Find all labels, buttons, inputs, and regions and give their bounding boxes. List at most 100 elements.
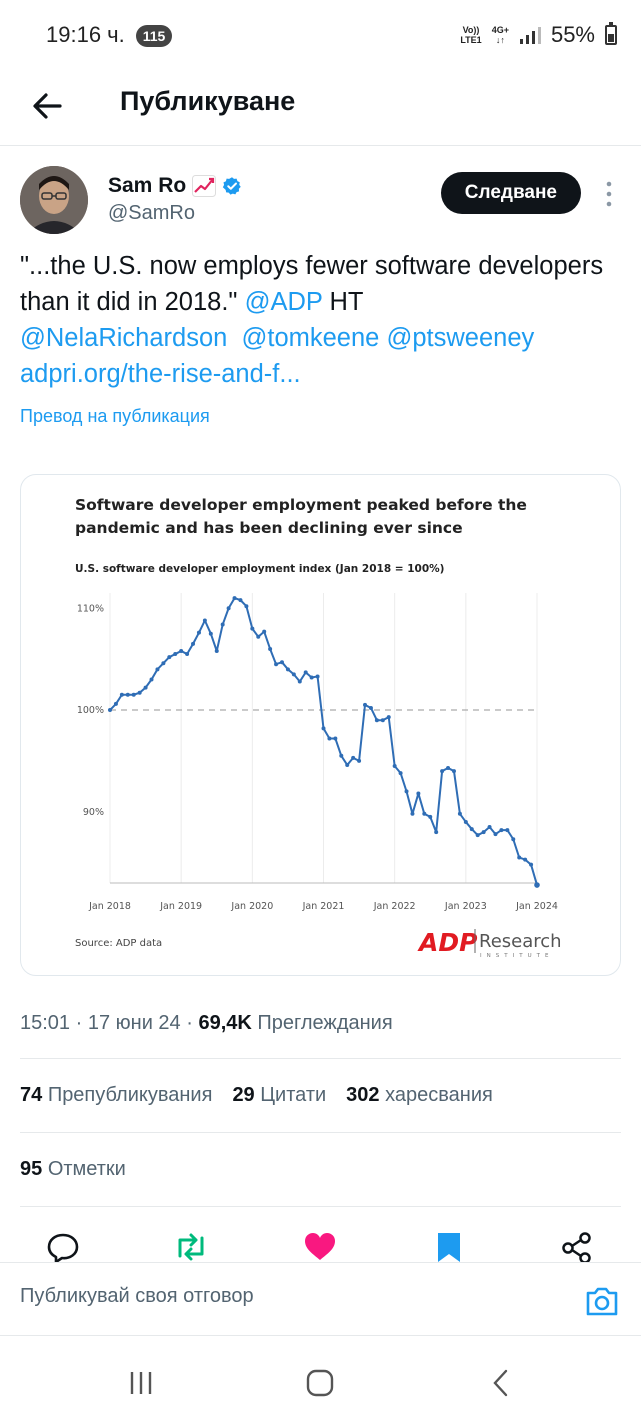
chart-data-point [410, 811, 415, 816]
reposts-stat[interactable]: 74 Препубликувания [20, 1084, 213, 1106]
chart-data-point [386, 715, 391, 720]
status-bar: 19:16 ч. 115 Vo)) LTE1 4G+ ↓↑ 55% [0, 0, 641, 72]
mention-adp[interactable]: @ADP [244, 288, 323, 316]
mention-tomkeene[interactable]: @tomkeene [241, 324, 380, 352]
chart-data-point [534, 882, 540, 888]
chart-x-tick-label: Jan 2020 [230, 901, 273, 912]
tweet-quote: "...the U.S. now employs fewer software … [20, 252, 604, 316]
chart-data-point [161, 661, 166, 666]
chart-y-tick-label: 90% [83, 807, 104, 818]
tweet-link[interactable]: adpri.org/the-rise-and-f... [20, 360, 301, 388]
chart-data-point [457, 811, 462, 816]
chart-data-point [244, 604, 249, 609]
recents-icon[interactable] [126, 1368, 156, 1398]
reply-input[interactable] [20, 1285, 540, 1308]
avatar[interactable] [20, 166, 88, 234]
tweet-ht: HT [329, 288, 364, 316]
adp-logo-text: ADP [417, 928, 477, 957]
divider [20, 1206, 621, 1207]
chart-x-tick-label: Jan 2019 [159, 901, 202, 912]
chart-data-point [137, 690, 142, 695]
chart-data-point [446, 766, 451, 771]
heart-icon[interactable] [303, 1230, 337, 1262]
chart-title-line-2: pandemic and has been declining ever sin… [75, 519, 463, 537]
chart-data-point [368, 705, 373, 710]
chart-data-point [268, 646, 273, 651]
author-name[interactable]: Sam Ro [108, 174, 242, 198]
chart-subtitle: U.S. software developer employment index… [75, 563, 444, 575]
chart-data-point [327, 736, 332, 741]
tweet-meta: 15:01 · 17 юни 24 · 69,4K Преглеждания [20, 1012, 393, 1034]
media-card[interactable]: Software developer employment peaked bef… [20, 474, 621, 976]
adp-logo: ADP Research INSTITUTE [417, 928, 562, 959]
chart-data-point [185, 652, 190, 657]
chart-data-point [469, 827, 474, 832]
chart-x-tick-label: Jan 2018 [88, 901, 131, 912]
bookmark-icon[interactable] [432, 1230, 466, 1262]
status-indicators: Vo)) LTE1 4G+ ↓↑ 55% [460, 22, 617, 48]
chart-x-tick-label: Jan 2024 [515, 901, 558, 912]
chart-data-point [167, 655, 172, 660]
chart-y-tick-label: 110% [77, 603, 104, 614]
chart-increasing-icon [192, 175, 217, 197]
views-label: Преглеждания [257, 1012, 393, 1034]
chart-data-point [392, 763, 397, 768]
chart-data-point [202, 618, 207, 623]
bookmarks-stat[interactable]: 95 Отметки [20, 1158, 126, 1181]
signal-icon [519, 27, 541, 44]
action-bar [0, 1226, 641, 1262]
reply-icon[interactable] [46, 1230, 80, 1262]
chart-data-point [214, 649, 219, 653]
chart-data-point [351, 755, 356, 760]
follow-button[interactable]: Следване [440, 172, 581, 214]
volte-indicator: Vo)) LTE1 [460, 25, 482, 45]
chart-series [108, 596, 540, 888]
chart-data-point [291, 672, 296, 677]
chart-data-point [451, 769, 456, 774]
chart-data-point [220, 622, 225, 627]
chart-data-point [113, 701, 118, 706]
system-nav-bar [0, 1340, 641, 1425]
chart-data-point [416, 791, 421, 796]
status-time: 19:16 ч. [46, 22, 125, 47]
adp-institute-text: INSTITUTE [480, 953, 553, 959]
quotes-stat[interactable]: 29 Цитати [232, 1084, 327, 1106]
translate-link[interactable]: Превод на публикация [20, 406, 210, 426]
share-icon[interactable] [560, 1230, 594, 1262]
likes-stat[interactable]: 302 харесвания [346, 1084, 493, 1106]
arrow-left-icon[interactable] [26, 84, 70, 128]
chart-data-point [285, 667, 290, 672]
chart-data-point [499, 828, 504, 833]
engagement-stats: 74 Препубликувания 29 Цитати 302 харесва… [20, 1084, 493, 1107]
chart-data-point [119, 692, 124, 697]
author-handle[interactable]: @SamRo [108, 202, 195, 224]
chart-data-point [274, 662, 279, 667]
chart-data-point [339, 753, 344, 758]
tweet-time: 15:01 [20, 1012, 71, 1034]
adp-research-text: Research [479, 931, 562, 952]
chart-data-point [440, 769, 445, 774]
chart-data-point [155, 667, 160, 672]
bookmarks-count: 95 [20, 1158, 43, 1180]
chart-data-point [434, 830, 439, 835]
verified-badge-icon [223, 177, 241, 195]
chart-data-point [131, 692, 136, 697]
more-options-icon[interactable] [603, 180, 615, 208]
chart-data-point [505, 828, 510, 833]
chart-x-tick-label: Jan 2021 [302, 901, 345, 912]
chart-data-point [191, 641, 196, 646]
mention-nelarichardson[interactable]: @NelaRichardson [20, 324, 228, 352]
mention-ptsweeney[interactable]: @ptsweeney [386, 324, 535, 352]
chart-data-point [315, 674, 320, 679]
chart-data-point [523, 857, 528, 862]
back-chevron-icon[interactable] [486, 1368, 516, 1398]
home-icon[interactable] [305, 1368, 335, 1398]
battery-icon [605, 22, 617, 45]
chart-x-ticks: Jan 2018 Jan 2019 Jan 2020 Jan 2021 Jan 2022… [88, 901, 558, 912]
divider [20, 1132, 621, 1133]
chart-data-point [422, 811, 427, 816]
camera-icon[interactable] [585, 1285, 619, 1317]
repost-icon[interactable] [174, 1230, 208, 1262]
chart-data-point [256, 634, 261, 639]
chart-data-point [297, 679, 302, 684]
